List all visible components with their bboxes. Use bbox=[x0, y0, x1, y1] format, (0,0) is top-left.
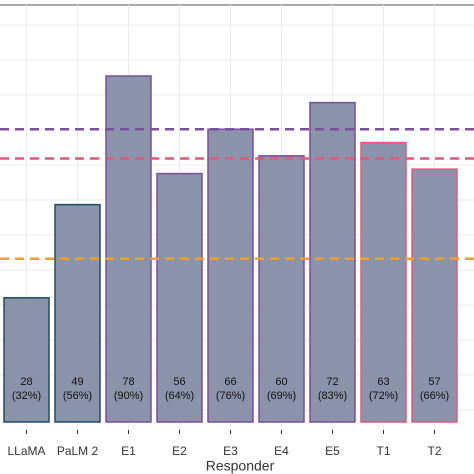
bar bbox=[105, 75, 152, 423]
bar bbox=[156, 172, 203, 423]
x-tick-label: T2 bbox=[427, 444, 441, 458]
value-label: 78 bbox=[122, 376, 134, 388]
percent-label: (83%) bbox=[318, 390, 347, 402]
percent-label: (90%) bbox=[114, 390, 143, 402]
value-label: 66 bbox=[224, 376, 236, 388]
percent-label: (32%) bbox=[12, 390, 41, 402]
x-tick-label: E1 bbox=[121, 444, 136, 458]
bar bbox=[411, 168, 458, 423]
percent-label: (56%) bbox=[63, 390, 92, 402]
percent-label: (64%) bbox=[165, 390, 194, 402]
x-tick-label: E5 bbox=[325, 444, 340, 458]
bar bbox=[207, 128, 254, 423]
x-axis-label: Responder bbox=[206, 458, 275, 474]
bar bbox=[360, 141, 407, 423]
bar bbox=[309, 101, 356, 423]
x-tick-label: PaLM 2 bbox=[57, 444, 99, 458]
value-label: 57 bbox=[428, 376, 440, 388]
x-tick-label: LLaMA bbox=[7, 444, 45, 458]
x-tick-label: E2 bbox=[172, 444, 187, 458]
value-label: 63 bbox=[377, 376, 389, 388]
bar bbox=[258, 155, 305, 423]
value-label: 72 bbox=[326, 376, 338, 388]
percent-label: (69%) bbox=[267, 390, 296, 402]
x-tick-label: E3 bbox=[223, 444, 238, 458]
value-label: 60 bbox=[275, 376, 287, 388]
bar bbox=[3, 297, 50, 423]
percent-label: (66%) bbox=[420, 390, 449, 402]
x-tick-label: T1 bbox=[376, 444, 390, 458]
value-label: 49 bbox=[71, 376, 83, 388]
value-label: 56 bbox=[173, 376, 185, 388]
percent-label: (72%) bbox=[369, 390, 398, 402]
value-label: 28 bbox=[20, 376, 32, 388]
bar bbox=[54, 203, 101, 423]
x-tick-label: E4 bbox=[274, 444, 289, 458]
percent-label: (76%) bbox=[216, 390, 245, 402]
